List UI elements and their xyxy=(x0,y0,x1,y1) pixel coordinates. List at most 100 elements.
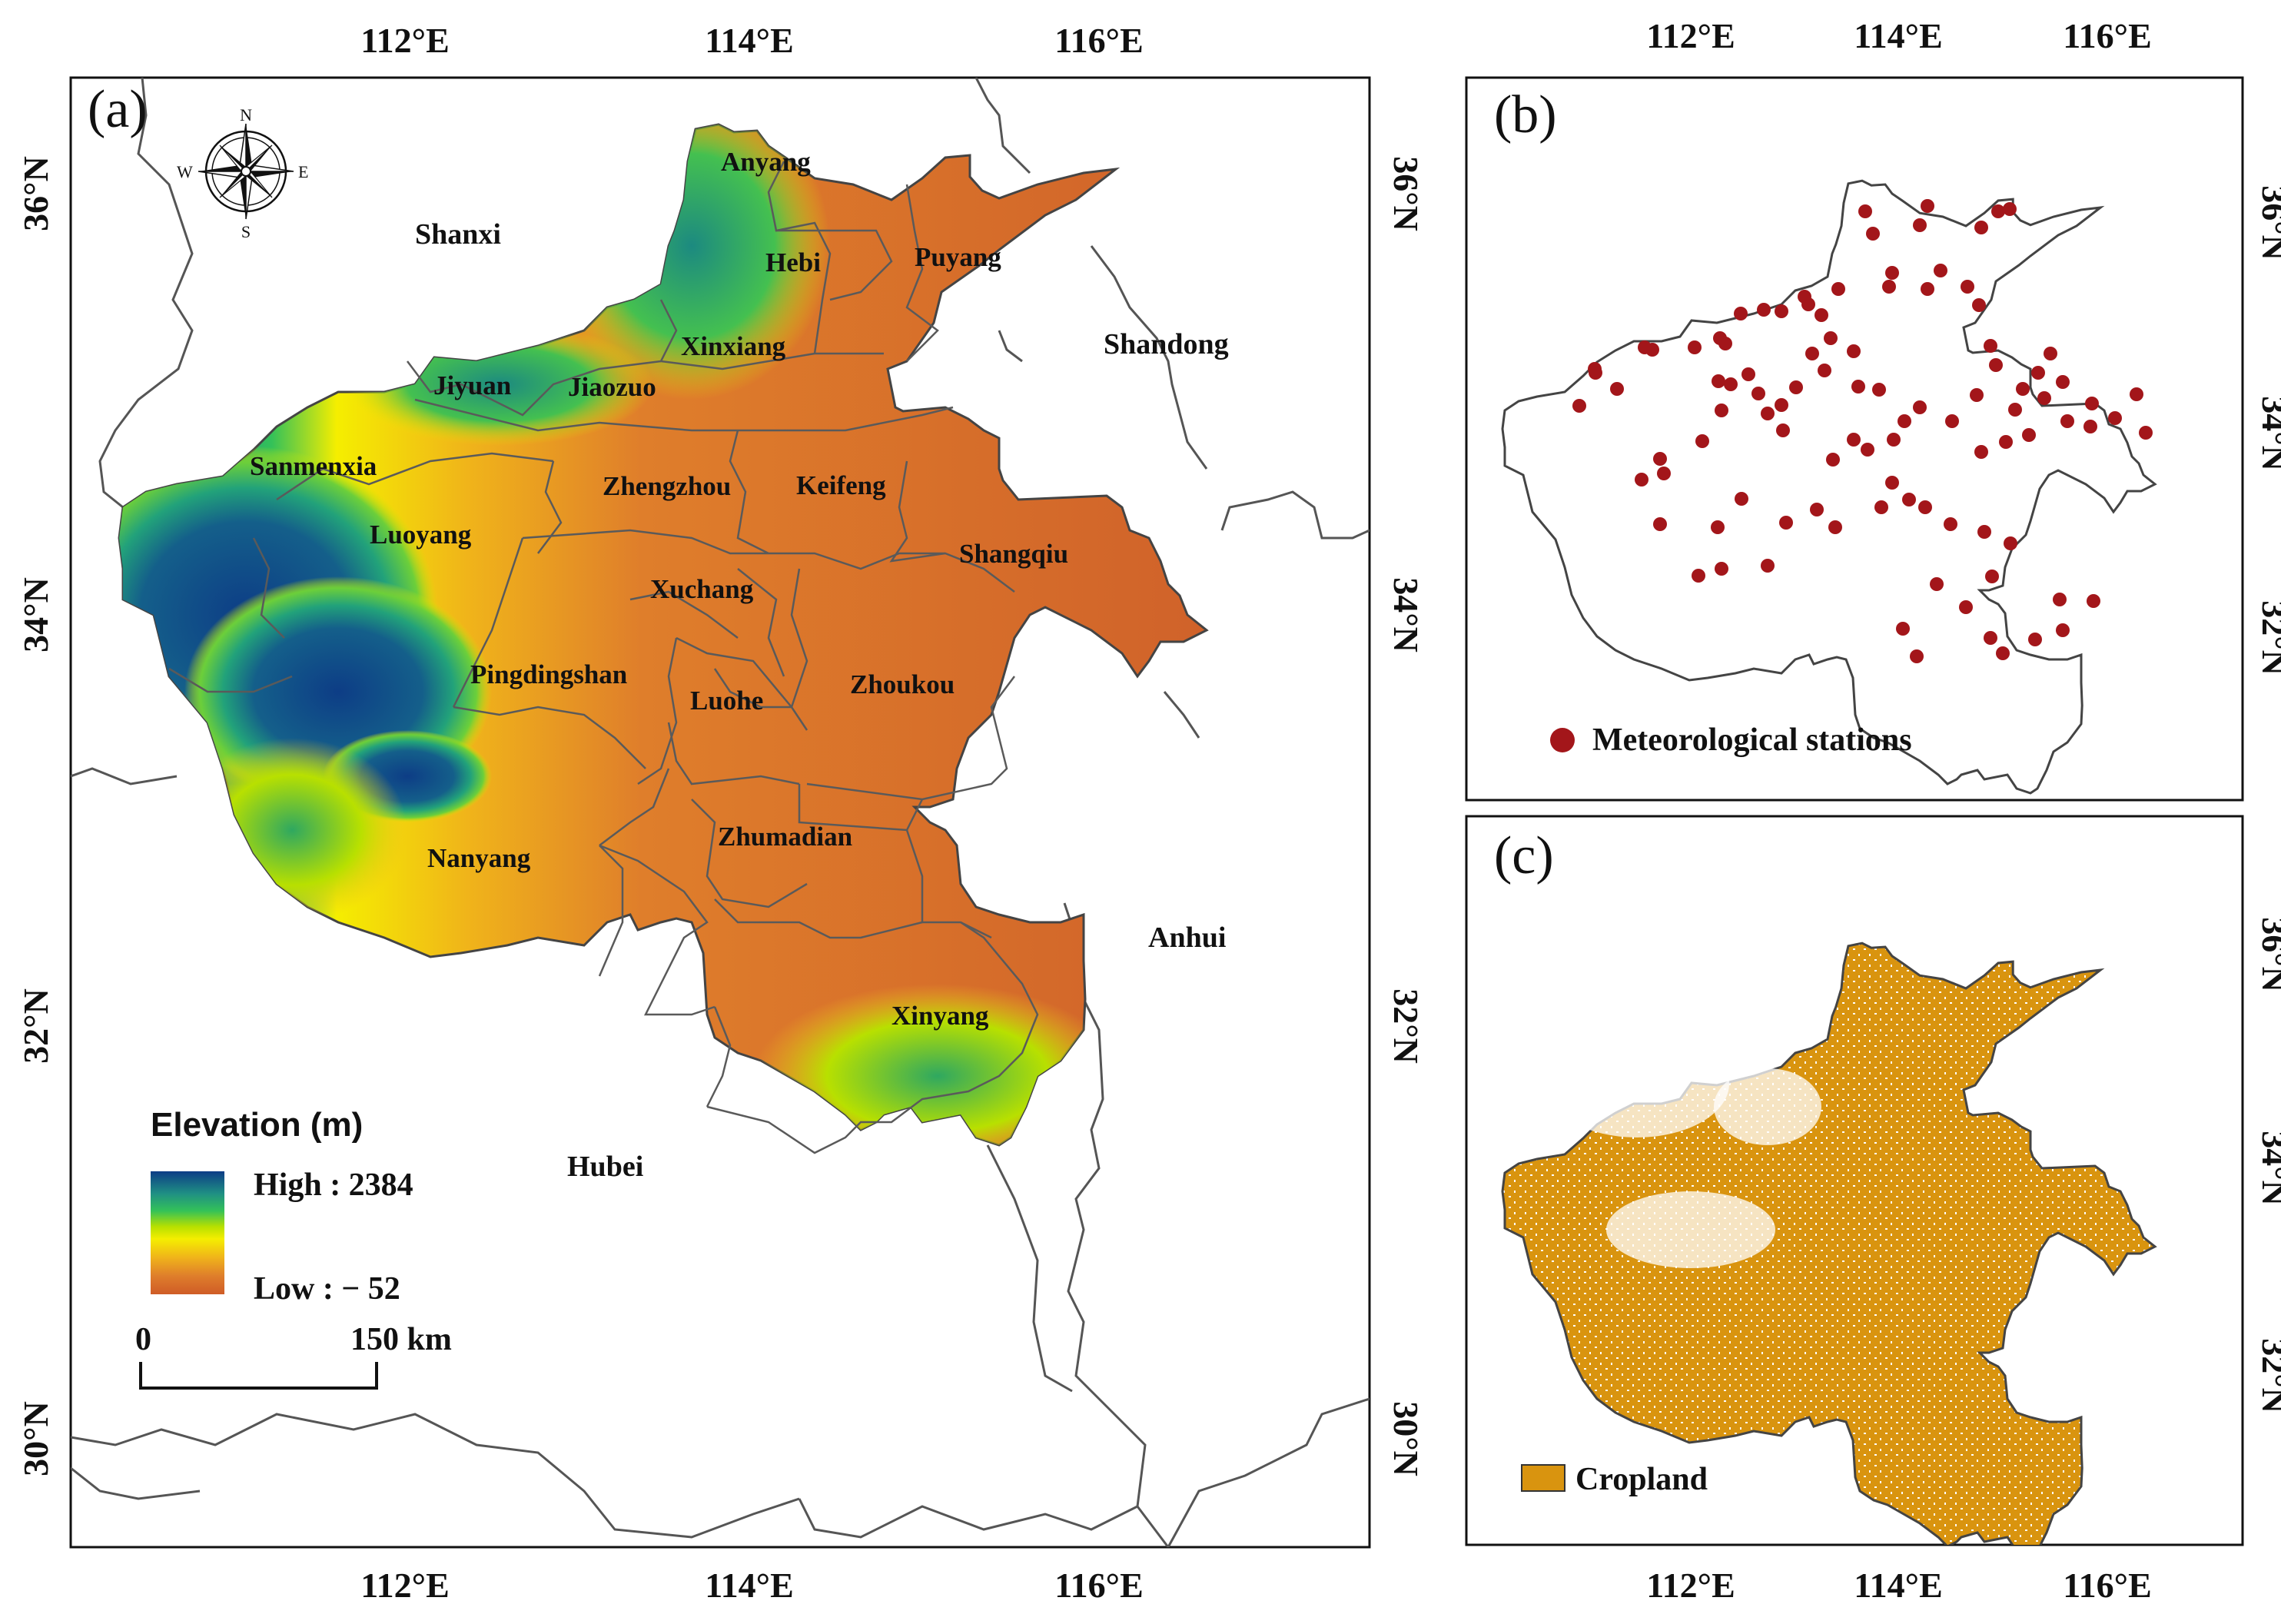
station-marker xyxy=(2003,202,2017,216)
city-label-pingdingshan: Pingdingshan xyxy=(470,659,627,689)
station-marker xyxy=(2008,403,2022,417)
station-marker xyxy=(1872,383,1886,397)
city-label-jiyuan: Jiyuan xyxy=(433,370,511,400)
station-marker xyxy=(1711,520,1725,534)
panel-b-lat-tick-36: 36°N xyxy=(2255,185,2281,261)
station-marker xyxy=(1847,433,1861,447)
city-label-sanmenxia: Sanmenxia xyxy=(250,451,377,481)
station-marker xyxy=(1653,517,1667,531)
panel-c-ticks: 112°E 114°E 116°E 36°N 34°N 32°N xyxy=(1646,917,2281,1605)
panel-a-left-lat-tick-30: 30°N xyxy=(16,1401,55,1476)
panel-c-lat-tick-36: 36°N xyxy=(2255,917,2281,992)
panel-b-lon-tick-114: 114°E xyxy=(1854,16,1943,55)
scale-bar: 0 150 km xyxy=(135,1322,452,1390)
province-label-anhui: Anhui xyxy=(1148,922,1226,954)
panel-a-letter: (a) xyxy=(88,80,148,139)
panel-a-left-lat-tick-36: 36°N xyxy=(16,156,55,231)
city-label-xuchang: Xuchang xyxy=(650,574,754,604)
city-label-luohe: Luohe xyxy=(690,686,763,716)
station-marker xyxy=(1635,473,1648,487)
station-marker xyxy=(1712,374,1725,388)
station-marker xyxy=(1757,303,1771,317)
compass-east-label: E xyxy=(298,162,308,181)
station-marker xyxy=(1847,344,1861,358)
city-label-zhengzhou: Zhengzhou xyxy=(603,471,731,501)
city-label-luoyang: Luoyang xyxy=(370,520,472,550)
panel-a-right-lat-tick-36: 36°N xyxy=(1386,156,1426,231)
province-label-shanxi: Shanxi xyxy=(415,218,501,251)
station-marker xyxy=(1815,308,1828,322)
station-marker xyxy=(1695,434,1709,448)
station-marker xyxy=(1934,264,1947,277)
station-legend-marker xyxy=(1550,728,1575,752)
city-label-hebi: Hebi xyxy=(765,247,821,277)
city-label-anyang: Anyang xyxy=(721,147,811,177)
station-marker xyxy=(2053,593,2067,606)
elevation-legend-low: Low : − 52 xyxy=(254,1271,400,1307)
station-marker xyxy=(1944,517,1957,531)
panel-c-lat-tick-32: 32°N xyxy=(2255,1338,2281,1413)
station-marker xyxy=(2044,347,2057,360)
panel-a-ticks: 112°E 114°E 116°E 112°E 114°E 116°E 36°N… xyxy=(16,21,1426,1605)
station-marker xyxy=(2108,411,2122,425)
station-marker xyxy=(1751,387,1765,400)
station-marker xyxy=(1996,646,2010,660)
station-marker xyxy=(1885,266,1899,280)
scale-bar-end-label: 150 km xyxy=(350,1322,452,1357)
scale-bar-line xyxy=(139,1362,378,1390)
panel-a-bottom-lon-tick-114: 114°E xyxy=(705,1566,794,1605)
station-marker xyxy=(1989,358,2003,372)
non-cropland-patch xyxy=(1606,1191,1775,1268)
panel-a-elevation-map: Shanxi Shandong Anhui Hubei Anyang Hebi … xyxy=(16,21,1426,1605)
station-marker xyxy=(1961,280,1974,294)
panel-b-lat-tick-32: 32°N xyxy=(2255,600,2281,676)
station-marker xyxy=(1921,282,1934,296)
compass-west-label: W xyxy=(177,162,193,181)
station-marker xyxy=(1715,404,1728,417)
station-marker xyxy=(1828,520,1842,534)
panel-c-letter: (c) xyxy=(1494,826,1554,885)
station-marker xyxy=(1735,492,1748,506)
station-marker xyxy=(2056,375,2070,389)
panel-a-top-lon-tick-112: 112°E xyxy=(360,21,450,60)
station-marker xyxy=(1985,570,1999,583)
station-marker xyxy=(1805,347,1819,360)
cropland-legend-label: Cropland xyxy=(1575,1462,1708,1497)
city-label-zhumadian: Zhumadian xyxy=(718,822,852,852)
compass-rose: N S E W xyxy=(177,105,308,241)
station-marker xyxy=(1913,400,1927,414)
elevation-color-ramp xyxy=(151,1171,224,1294)
station-marker xyxy=(1858,204,1872,218)
panel-a-bottom-lon-tick-116: 116°E xyxy=(1054,1566,1144,1605)
station-marker xyxy=(1734,307,1748,320)
city-label-zhoukou: Zhoukou xyxy=(850,669,955,699)
panel-a-right-lat-tick-34: 34°N xyxy=(1386,577,1426,653)
elevation-legend: Elevation (m) High : 2384 Low : − 52 xyxy=(151,1106,413,1307)
city-label-xinyang: Xinyang xyxy=(891,1001,989,1031)
station-marker xyxy=(1910,649,1924,663)
station-marker xyxy=(1918,500,1932,514)
station-marker xyxy=(1824,331,1838,345)
station-marker xyxy=(1692,569,1705,583)
station-marker xyxy=(2087,594,2100,608)
station-marker xyxy=(1653,452,1667,466)
city-boundaries xyxy=(168,161,1039,1154)
elevation-legend-high: High : 2384 xyxy=(254,1167,413,1203)
station-marker xyxy=(1887,433,1901,447)
station-marker xyxy=(1874,500,1888,514)
station-marker xyxy=(1688,340,1702,354)
station-marker xyxy=(1974,445,1988,459)
compass-star-icon xyxy=(198,123,294,220)
panel-b-stations-map: (b) Meteorological stations 112°E 114°E … xyxy=(1465,16,2281,802)
station-marker xyxy=(2060,414,2074,428)
station-marker xyxy=(1715,562,1728,576)
station-marker xyxy=(1588,362,1602,376)
station-marker xyxy=(1775,398,1788,412)
panel-a-left-lat-tick-34: 34°N xyxy=(16,577,55,653)
city-label-xinxiang: Xinxiang xyxy=(681,331,786,361)
station-marker xyxy=(1959,600,1973,614)
panel-a-right-lat-tick-30: 30°N xyxy=(1386,1401,1426,1476)
station-marker xyxy=(1831,282,1845,296)
station-marker xyxy=(1984,339,1997,353)
